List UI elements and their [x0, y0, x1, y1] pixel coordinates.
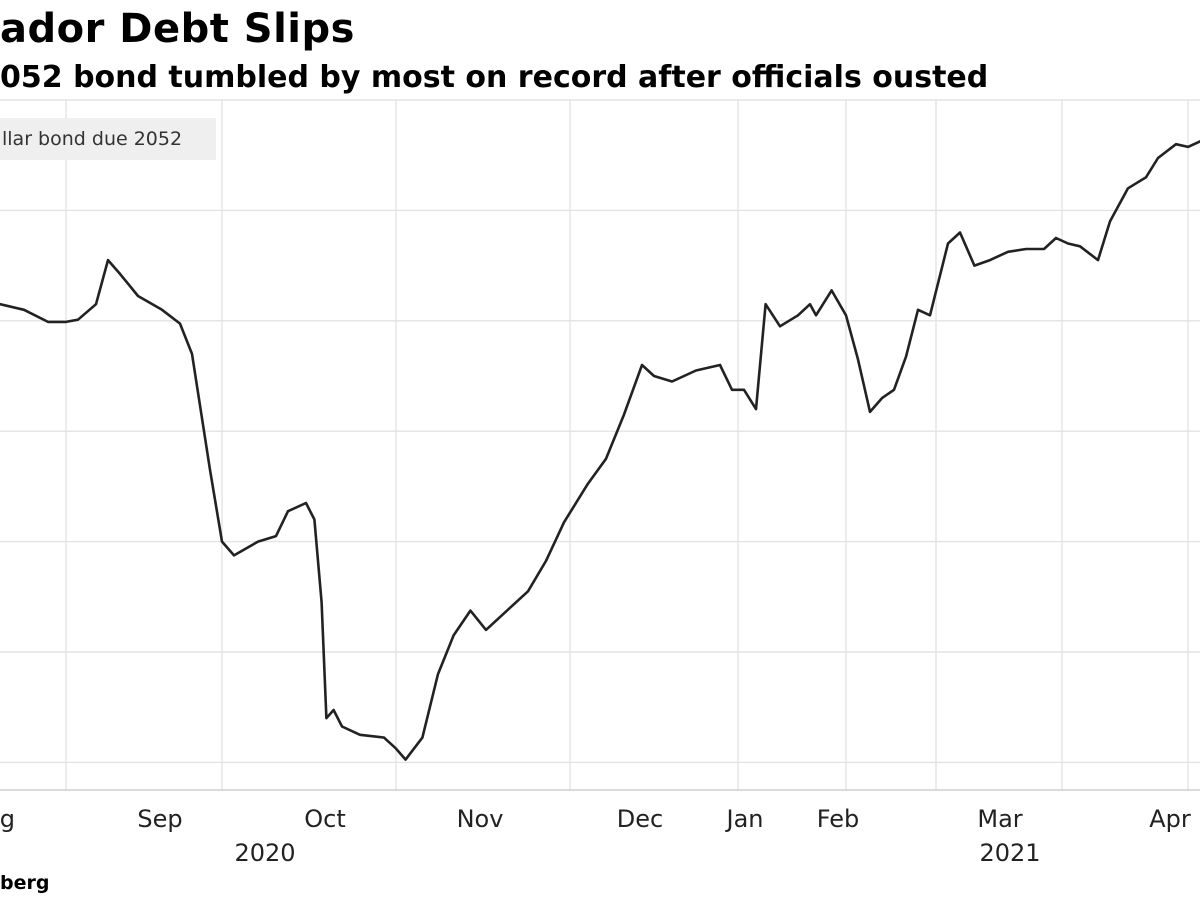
chart-subtitle: 052 bond tumbled by most on record after… [0, 60, 989, 95]
x-axis: ug Sep Oct Nov Dec Jan Feb Mar Apr 2020 2021 [0, 805, 1191, 867]
x-tick-label-dec: Dec [617, 805, 663, 833]
chart-title: ador Debt Slips [0, 6, 355, 52]
x-year-label-2020: 2020 [234, 839, 295, 867]
x-year-label-2021: 2021 [979, 839, 1040, 867]
source-credit: berg [0, 872, 50, 894]
x-tick-label-apr: Apr [1149, 805, 1191, 833]
x-tick-label-mar: Mar [977, 805, 1022, 833]
grid-lines [0, 99, 1200, 791]
x-tick-label-nov: Nov [457, 805, 504, 833]
x-tick-label-sep: Sep [137, 805, 182, 833]
x-tick-label-jan: Jan [725, 805, 764, 833]
series-line-bond-2052 [0, 140, 1200, 761]
x-tick-label-ug: ug [0, 805, 15, 833]
legend-series-label: llar bond due 2052 [0, 118, 216, 160]
x-tick-label-feb: Feb [817, 805, 860, 833]
x-tick-label-oct: Oct [304, 805, 346, 833]
